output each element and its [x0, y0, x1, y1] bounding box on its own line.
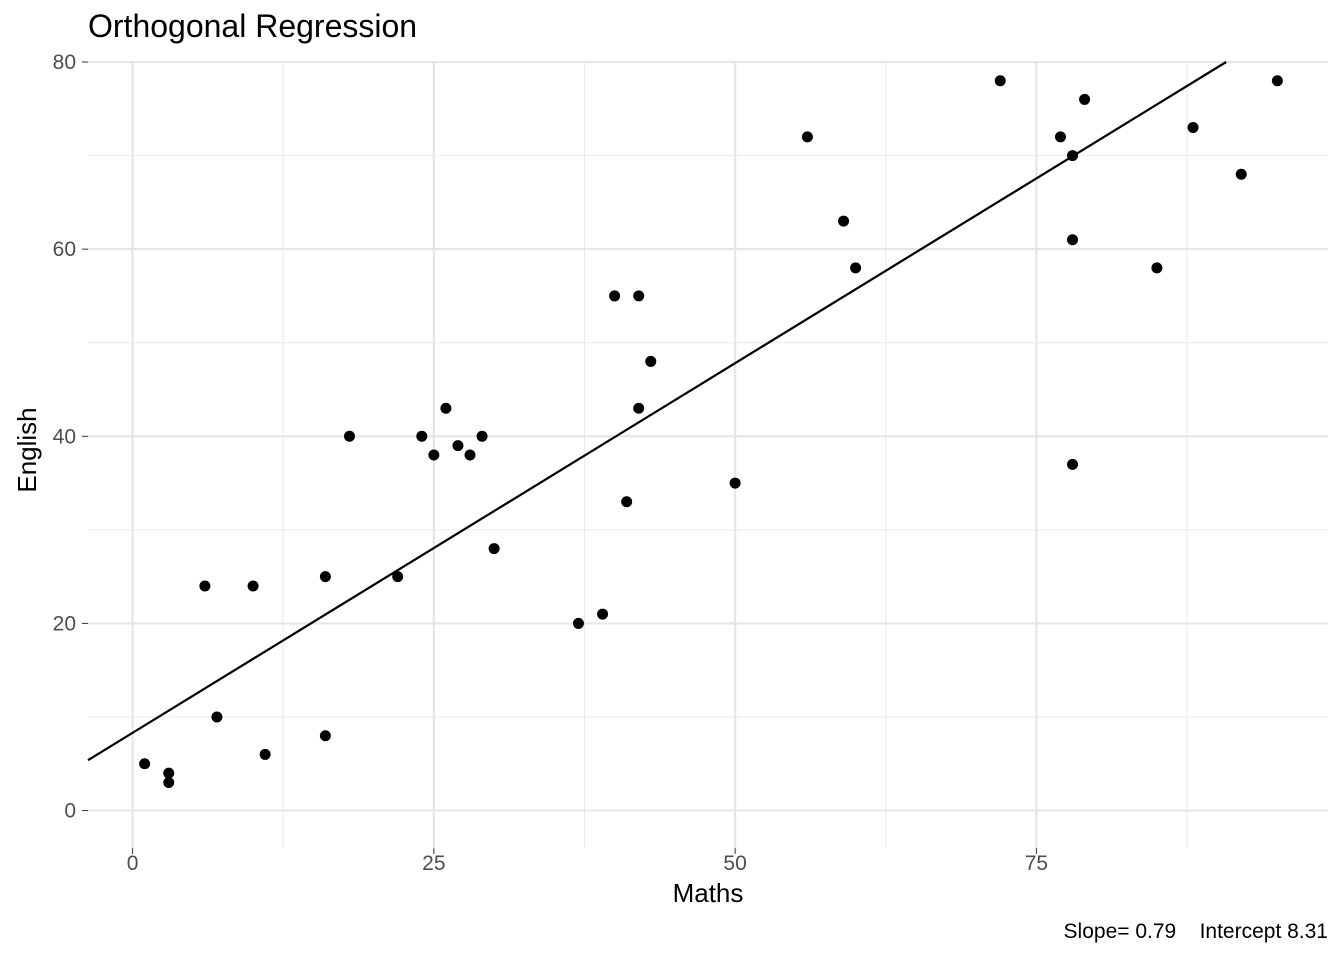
x-tick-label: 0 — [127, 852, 139, 875]
data-point — [1079, 93, 1091, 105]
data-point — [440, 402, 452, 414]
data-points — [139, 75, 1283, 788]
x-tick-label: 50 — [723, 852, 746, 875]
chart-title: Orthogonal Regression — [88, 8, 418, 44]
data-point — [645, 355, 657, 367]
data-point — [139, 758, 151, 770]
data-point — [729, 477, 741, 489]
x-tick-labels: 0 25 50 75 — [127, 852, 1048, 875]
data-point — [343, 430, 355, 442]
data-point — [452, 440, 464, 452]
major-gridlines — [88, 60, 1328, 848]
x-tick-label: 75 — [1025, 852, 1048, 875]
data-point — [319, 730, 331, 742]
data-point — [199, 580, 211, 592]
data-point — [428, 449, 440, 461]
data-point — [488, 543, 500, 555]
data-point — [476, 430, 488, 442]
data-point — [597, 608, 609, 620]
regression-line — [87, 61, 1227, 762]
data-point — [633, 290, 645, 302]
data-point — [572, 617, 584, 629]
y-axis-label: English — [12, 407, 42, 492]
data-point — [1271, 75, 1283, 87]
data-point — [416, 430, 428, 442]
data-point — [1235, 168, 1247, 180]
data-point — [163, 777, 175, 788]
y-tick-label: 20 — [53, 612, 76, 635]
y-tick-labels: 0 20 40 60 80 — [53, 51, 76, 823]
regression-caption: Slope= 0.79 Intercept 8.31 — [1063, 920, 1328, 943]
data-point — [1054, 131, 1066, 143]
data-point — [850, 262, 862, 274]
y-tick-label: 60 — [53, 238, 76, 261]
data-point — [801, 131, 813, 143]
data-point — [1067, 234, 1079, 246]
data-point — [259, 748, 271, 760]
axis-ticks — [82, 61, 1037, 854]
x-tick-label: 25 — [422, 852, 445, 875]
data-point — [464, 449, 476, 461]
data-point — [1151, 262, 1163, 274]
y-tick-label: 80 — [53, 51, 76, 74]
fit-line — [87, 61, 1227, 762]
y-tick-label: 40 — [53, 425, 76, 448]
data-point — [247, 580, 259, 592]
data-point — [621, 496, 633, 508]
data-point — [1187, 122, 1199, 133]
data-point — [392, 571, 404, 583]
data-point — [1067, 150, 1079, 162]
data-point — [1067, 458, 1079, 470]
data-point — [994, 75, 1006, 87]
x-axis-label: Maths — [673, 878, 744, 908]
data-point — [609, 290, 621, 302]
data-point — [319, 571, 331, 583]
data-point — [211, 711, 223, 723]
data-point — [163, 767, 175, 779]
data-point — [633, 402, 645, 414]
data-point — [838, 215, 850, 227]
y-tick-label: 0 — [64, 800, 76, 823]
minor-gridlines — [88, 62, 1328, 848]
